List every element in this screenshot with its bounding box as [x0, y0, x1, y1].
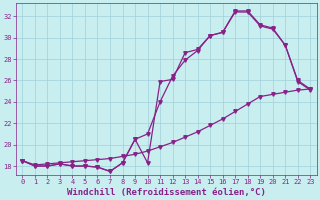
X-axis label: Windchill (Refroidissement éolien,°C): Windchill (Refroidissement éolien,°C) — [67, 188, 266, 197]
